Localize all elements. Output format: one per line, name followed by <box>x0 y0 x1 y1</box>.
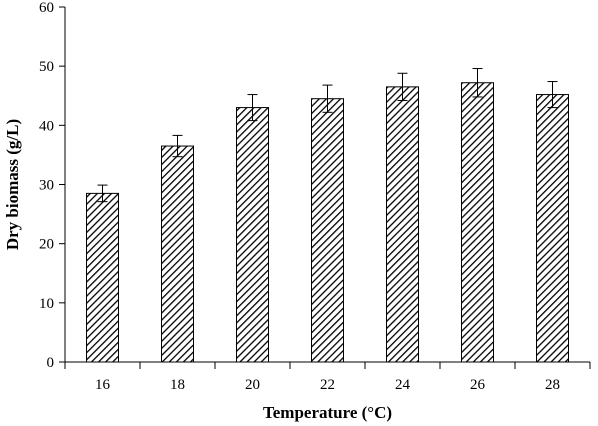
x-tick-label: 20 <box>245 377 260 393</box>
bar-20 <box>236 107 269 363</box>
y-axis-title: Dry biomass (g/L) <box>3 119 22 250</box>
x-tick-label: 24 <box>395 377 411 393</box>
y-tick-label: 20 <box>39 237 54 253</box>
ticks-layer: 0 10 20 30 40 50 60 16 18 20 22 24 26 28 <box>39 0 591 393</box>
y-tick-label: 50 <box>39 59 54 75</box>
y-tick-label: 0 <box>47 355 55 371</box>
y-tick-label: 60 <box>39 0 54 16</box>
y-tick-label: 10 <box>39 296 54 312</box>
bar-16 <box>86 192 119 363</box>
x-tick-label: 18 <box>170 377 185 393</box>
bar-26 <box>461 82 494 363</box>
y-tick-label: 30 <box>39 178 54 194</box>
x-tick-label: 28 <box>545 377 560 393</box>
bar-24 <box>386 86 419 363</box>
x-tick-label: 22 <box>320 377 335 393</box>
bar-18 <box>161 145 194 363</box>
x-axis-title: Temperature (°C) <box>263 403 392 422</box>
y-tick-label: 40 <box>39 118 54 134</box>
bar-22 <box>311 98 344 363</box>
bars-layer <box>86 82 569 363</box>
x-tick-label: 16 <box>95 377 111 393</box>
error-bars-layer <box>97 68 558 203</box>
bar-28 <box>536 94 569 363</box>
x-tick-label: 26 <box>470 377 486 393</box>
